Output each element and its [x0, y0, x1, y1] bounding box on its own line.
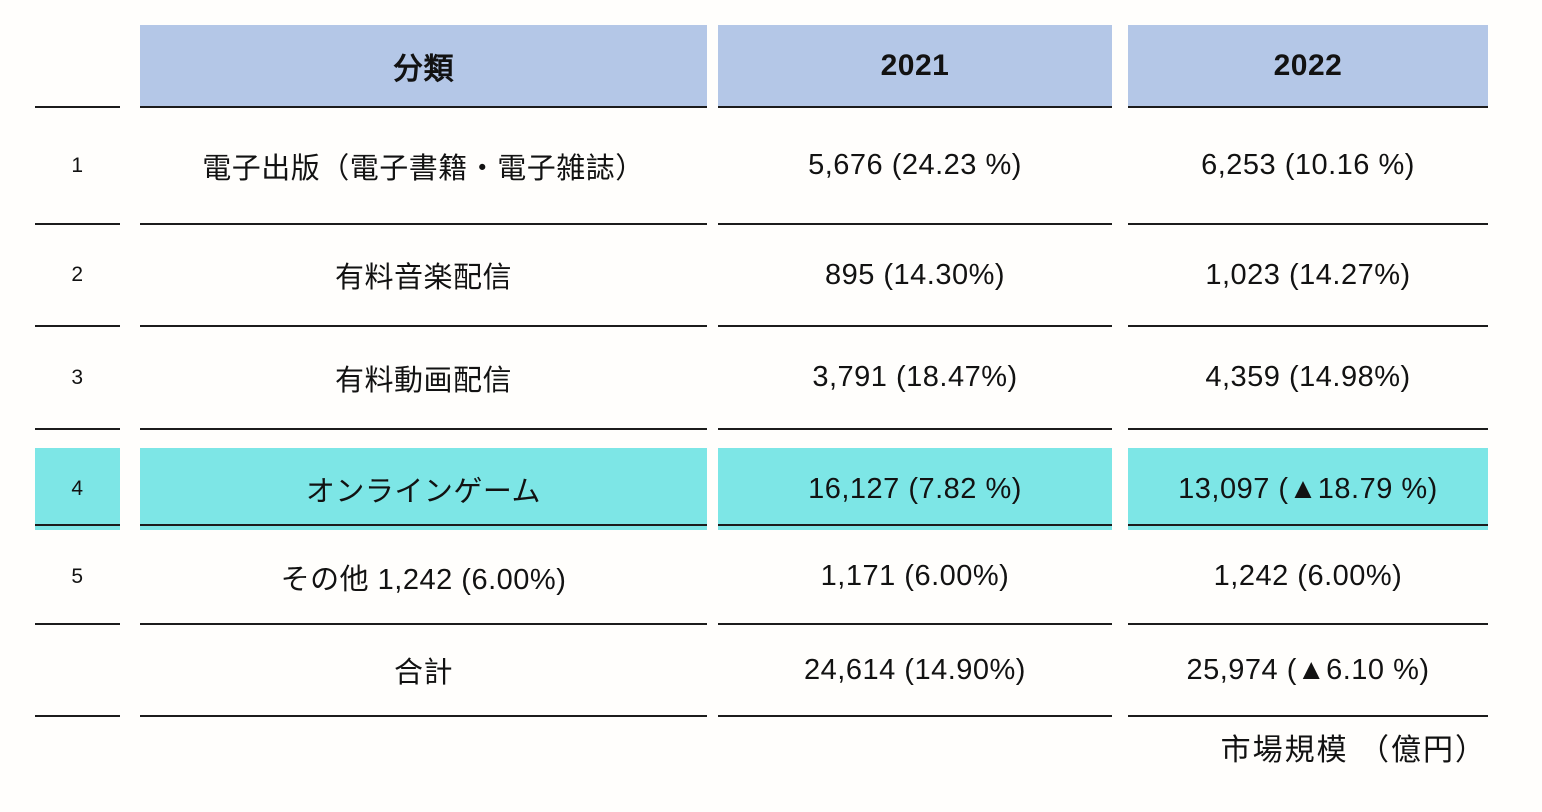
value-2021-cell: 1,171 (6.00%) — [718, 530, 1112, 625]
value-2022-cell: 6,253 (10.16 %) — [1128, 108, 1488, 225]
header-cell-2021: 2021 — [718, 25, 1112, 108]
table-total-row: 合計 24,614 (14.90%) 25,974 (▲6.10 %) — [0, 625, 1542, 717]
value-2021-cell: 3,791 (18.47%) — [718, 327, 1112, 430]
table-row-4-highlighted: 4 オンラインゲーム 16,127 (7.82 %) 13,097 (▲18.7… — [0, 448, 1542, 530]
row-number: 2 — [35, 225, 120, 327]
value-2022-cell: 4,359 (14.98%) — [1128, 327, 1488, 430]
value-2022-cell: 1,242 (6.00%) — [1128, 530, 1488, 625]
category-cell: 電子出版（電子書籍・電子雑誌） — [140, 108, 707, 225]
unit-note: 市場規模 （億円） — [1220, 734, 1487, 767]
total-2022-cell: 25,974 (▲6.10 %) — [1128, 625, 1488, 717]
category-cell: 有料音楽配信 — [140, 225, 707, 327]
value-2021-cell: 895 (14.30%) — [718, 225, 1112, 327]
row-number: 1 — [35, 108, 120, 225]
table-row-2: 2 有料音楽配信 895 (14.30%) 1,023 (14.27%) — [0, 225, 1542, 327]
header-cell-2022: 2022 — [1128, 25, 1488, 108]
total-label-cell: 合計 — [140, 625, 707, 717]
table-header-row: 分類 2021 2022 — [0, 25, 1542, 108]
value-2022-cell: 13,097 (▲18.79 %) — [1128, 448, 1488, 530]
row-number: 3 — [35, 327, 120, 430]
category-cell: その他 1,242 (6.00%) — [140, 530, 707, 625]
value-2021-cell: 16,127 (7.82 %) — [718, 448, 1112, 530]
table-row-3: 3 有料動画配信 3,791 (18.47%) 4,359 (14.98%) — [0, 327, 1542, 430]
total-2021-cell: 24,614 (14.90%) — [718, 625, 1112, 717]
row-number — [35, 625, 120, 717]
table-row-1: 1 電子出版（電子書籍・電子雑誌） 5,676 (24.23 %) 6,253 … — [0, 108, 1542, 225]
row-number: 4 — [35, 448, 120, 530]
category-cell: 有料動画配信 — [140, 327, 707, 430]
header-cell-number — [35, 25, 120, 108]
category-cell: オンラインゲーム — [140, 448, 707, 530]
table-row-5: 5 その他 1,242 (6.00%) 1,171 (6.00%) 1,242 … — [0, 530, 1542, 625]
value-2021-cell: 5,676 (24.23 %) — [718, 108, 1112, 225]
header-cell-category: 分類 — [140, 25, 707, 108]
row-number: 5 — [35, 530, 120, 625]
value-2022-cell: 1,023 (14.27%) — [1128, 225, 1488, 327]
